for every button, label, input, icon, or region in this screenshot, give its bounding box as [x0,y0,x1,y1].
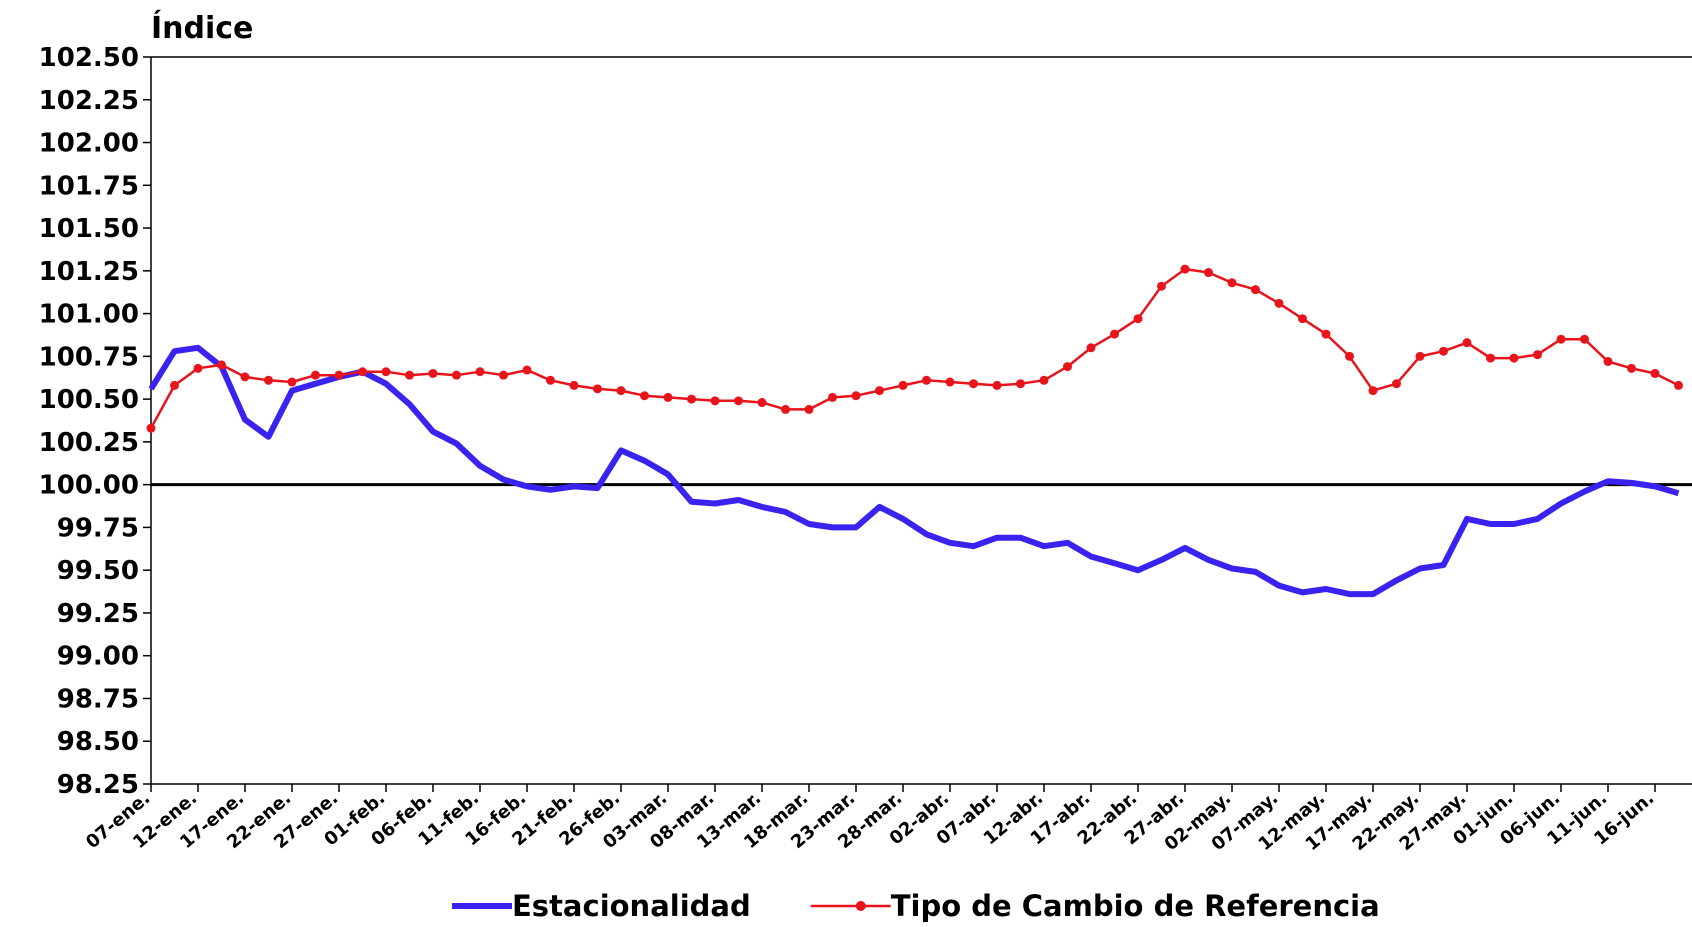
series-point [405,370,414,380]
series-point [922,375,931,385]
y-tick-label: 98.75 [57,684,139,714]
series-point [546,375,555,385]
y-tick-label: 99.50 [57,556,139,586]
series-point [428,368,438,378]
series-point [1392,379,1401,389]
series-point [146,423,156,433]
series-point [663,392,673,402]
series-point [217,360,226,370]
series-point [1674,380,1683,390]
series-point [898,380,908,390]
series-point [1368,386,1378,396]
y-tick-label: 100.75 [39,342,139,372]
legend-label: Tipo de Cambio de Referencia [891,889,1380,923]
series-point [1321,329,1331,339]
series-point [1345,351,1354,361]
series-point [945,377,955,387]
series-point [1486,353,1495,363]
y-tick-label: 101.50 [39,214,139,244]
series-point [1556,334,1566,344]
series-point [1110,329,1119,339]
series-point [1204,268,1213,278]
series-point [1580,334,1589,344]
series-point [875,386,884,396]
y-tick-label: 100.00 [39,471,139,501]
series-point [734,396,743,406]
series-point [381,367,391,377]
series-line [148,344,1680,598]
series-point [240,372,250,382]
series-point [1462,338,1472,348]
series-point [358,367,367,377]
series-point [452,370,461,380]
series-point [1039,375,1049,385]
series-point [851,391,861,401]
series-point [969,379,978,389]
series-point [1086,343,1096,353]
series-point [1133,314,1143,324]
series-point [640,391,649,401]
series-point [1274,298,1284,308]
series-point [193,363,203,373]
series-point [828,392,837,402]
series-point [522,365,532,375]
series-point [757,398,767,408]
y-tick-label: 99.00 [57,642,139,672]
y-tick-label: 100.25 [39,428,139,458]
y-tick-label: 101.25 [39,257,139,287]
series-point [781,404,790,414]
series-point [616,386,626,396]
series-point [311,370,320,380]
series-point [334,370,344,380]
series-point [1439,346,1448,356]
series-point [1509,353,1519,363]
series-point [170,380,179,390]
series-point [1251,285,1260,295]
series-point [1650,368,1660,378]
series-point [287,377,297,387]
series-point [804,404,814,414]
series-point [1227,278,1237,288]
series-point [1063,362,1072,372]
y-tick-label: 101.75 [39,171,139,201]
series-point [593,384,602,394]
series-point [1415,351,1425,361]
y-tick-label: 102.50 [39,43,139,73]
series-point [264,375,273,385]
y-tick-label: 101.00 [39,300,139,330]
series-point [1298,314,1307,324]
y-tick-label: 99.75 [57,513,139,543]
y-tick-label: 98.25 [57,770,139,800]
series-point [1157,281,1166,291]
series-line [149,267,1680,429]
series-point [710,396,720,406]
legend-label: Estacionalidad [512,889,751,923]
series-point [687,394,696,404]
series-point [1016,379,1025,389]
series-point [499,370,508,380]
series-point [1180,264,1190,274]
legend-marker [855,901,866,911]
y-tick-label: 102.00 [39,129,139,159]
y-tick-label: 99.25 [57,599,139,629]
y-tick-label: 98.50 [57,727,139,757]
y-tick-label: 100.50 [39,385,139,415]
y-axis-title: Índice [151,10,253,46]
series-point [1533,350,1542,360]
series-point [475,367,485,377]
series-point [1603,356,1613,366]
series-point [992,380,1002,390]
series-point [569,380,579,390]
series-point [1627,363,1636,373]
y-tick-label: 102.25 [39,86,139,116]
